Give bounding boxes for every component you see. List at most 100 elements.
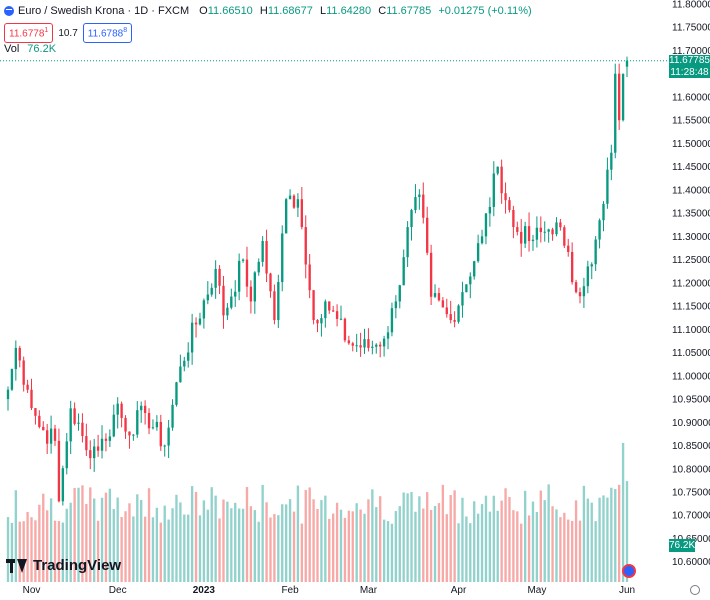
candle-body (578, 292, 582, 297)
volume-label[interactable]: Vol (4, 43, 20, 55)
candle-body (371, 346, 374, 348)
symbol-title[interactable]: Euro / Swedish Krona · 1D · FXCM (18, 5, 190, 17)
candle-body (300, 199, 304, 228)
gear-icon[interactable] (690, 585, 700, 595)
candle-body (304, 227, 307, 265)
candle-body (140, 405, 143, 411)
high-value: 11.68677 (267, 5, 313, 17)
time-tick-label: Feb (281, 585, 299, 596)
volume-bar (89, 487, 92, 582)
candle-body (206, 294, 209, 301)
buy-button[interactable]: 11.67888 (82, 23, 133, 43)
volume-bar (382, 519, 386, 582)
volume-bar (159, 522, 162, 582)
close-label: C (378, 5, 387, 17)
candle-body (414, 197, 417, 211)
volume-bar (320, 500, 323, 582)
volume-bar (237, 508, 241, 582)
volume-bar (520, 523, 523, 582)
candle-body (237, 260, 241, 292)
candle-body (198, 318, 202, 325)
sell-price: 11.6778 (9, 28, 45, 40)
candle-body (406, 227, 409, 258)
candle-body (437, 293, 441, 301)
volume-bar (171, 508, 174, 582)
price-tick-label: 11.75000 (672, 23, 710, 34)
candle-body (375, 344, 378, 347)
candle-body (241, 259, 245, 261)
candle-body (476, 243, 480, 262)
last-price-tag: 11.67785 11:28:48 (669, 54, 710, 78)
candle-body (284, 199, 288, 234)
time-tick-label: Mar (360, 585, 378, 596)
volume-bar (281, 504, 284, 582)
candle-body (394, 301, 398, 309)
volume-bar (210, 487, 213, 582)
volume-bar (426, 492, 429, 582)
volume-bar (351, 511, 354, 582)
last-price-value: 11.67785 (669, 54, 710, 66)
volume-bar (512, 510, 515, 582)
volume-bar (245, 487, 249, 582)
volume-bar (292, 511, 296, 582)
volume-bar (116, 497, 119, 582)
tradingview-logo-icon (6, 558, 28, 573)
candle-body (527, 226, 531, 242)
time-tick-label: 2023 (193, 585, 216, 596)
volume-bar (429, 510, 433, 582)
candle-body (610, 152, 613, 170)
candle-body (386, 332, 390, 339)
volume-bar (433, 505, 437, 582)
volume-bar (328, 518, 331, 582)
tradingview-logo[interactable]: TradingView (6, 557, 121, 574)
volume-bar (46, 510, 49, 582)
candle-body (551, 229, 554, 235)
volume-bar (516, 511, 519, 582)
volume-bar (563, 512, 566, 582)
candle-body (93, 446, 96, 459)
time-tick-label: Apr (451, 585, 467, 596)
euro-symbol-icon[interactable] (4, 6, 14, 16)
volume-bar (437, 503, 441, 582)
price-tick-label: 11.40000 (672, 185, 710, 196)
volume-bar (504, 488, 507, 582)
candle-body (590, 264, 593, 267)
volume-bar (151, 517, 155, 582)
candle-body (42, 426, 45, 431)
time-axis[interactable]: Nov Dec 2023 Feb Mar Apr May Jun (23, 585, 635, 596)
go-to-realtime-icon[interactable] (622, 564, 636, 578)
volume-bar (614, 488, 617, 582)
volume-bar (222, 499, 225, 582)
volume-bar (535, 511, 539, 582)
candle-body (433, 293, 437, 297)
time-tick-label: Dec (109, 585, 127, 596)
volume-bar (543, 500, 546, 582)
price-tick-label: 11.80000 (672, 0, 710, 11)
candle-body (574, 282, 578, 293)
candle-body (26, 384, 29, 390)
volume-bar (445, 514, 448, 582)
price-tick-label: 11.25000 (672, 255, 710, 266)
sell-button[interactable]: 11.67781 (4, 23, 54, 43)
price-axis[interactable]: 11.8000011.7500011.7000011.6500011.60000… (672, 0, 710, 568)
volume-bar (308, 487, 311, 582)
price-tick-label: 11.20000 (672, 278, 710, 289)
price-tick-label: 10.70000 (672, 511, 710, 522)
candle-body (563, 227, 566, 246)
volume-bar (492, 495, 495, 582)
candle-body (179, 366, 182, 383)
candle-body (402, 257, 405, 286)
candle-body (112, 414, 115, 437)
volume-bar (261, 484, 264, 582)
volume-bar (363, 513, 366, 582)
volume-legend: Vol 76.2K (4, 43, 56, 55)
candle-body (594, 239, 597, 265)
volume-bar (147, 488, 151, 582)
volume-bar (42, 493, 45, 582)
candle-body (331, 310, 335, 312)
candle-body (261, 241, 264, 262)
volume-bar (175, 494, 178, 582)
candle-body (312, 290, 315, 321)
price-tick-label: 11.50000 (672, 139, 710, 150)
